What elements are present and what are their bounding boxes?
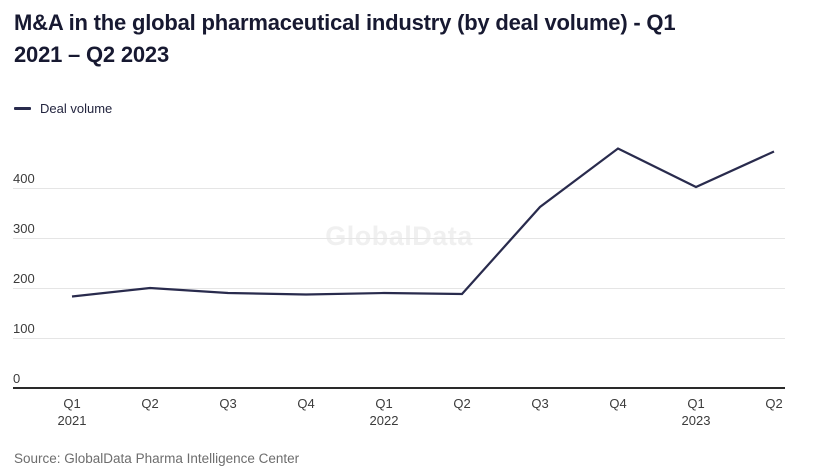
x-tick-label-4: Q1 xyxy=(375,396,393,411)
x-tick-label-0: Q1 xyxy=(63,396,81,411)
deal-volume-series-line xyxy=(71,147,775,298)
gridline-300 xyxy=(13,238,785,239)
y-tick-label-300: 300 xyxy=(13,221,35,236)
x-tick-label-2: Q3 xyxy=(219,396,237,411)
x-year-label-2022: 2022 xyxy=(369,413,399,428)
x-tick-label-9: Q2 xyxy=(765,396,783,411)
gridline-400 xyxy=(13,188,785,189)
x-tick-label-8: Q1 xyxy=(687,396,705,411)
legend-label: Deal volume xyxy=(40,101,113,116)
x-tick-label-5: Q2 xyxy=(453,396,471,411)
watermark: GlobalData xyxy=(325,221,473,251)
x-year-label-2021: 2021 xyxy=(57,413,87,428)
x-tick-label-7: Q4 xyxy=(609,396,627,411)
x-year-label-2023: 2023 xyxy=(681,413,711,428)
x-tick-label-6: Q3 xyxy=(531,396,549,411)
source-note: Source: GlobalData Pharma Intelligence C… xyxy=(14,451,300,466)
y-tick-label-100: 100 xyxy=(13,321,35,336)
legend-line-swatch xyxy=(14,107,31,110)
gridline-100 xyxy=(13,338,785,339)
x-tick-label-1: Q2 xyxy=(141,396,159,411)
chart-title: M&A in the global pharmaceutical industr… xyxy=(14,7,676,71)
y-tick-label-400: 400 xyxy=(13,171,35,186)
chart-title-line2: 2021 – Q2 2023 xyxy=(14,42,170,67)
y-tick-label-200: 200 xyxy=(13,271,35,286)
legend: Deal volume xyxy=(14,101,112,116)
gridline-200 xyxy=(13,288,785,289)
x-tick-label-3: Q4 xyxy=(297,396,315,411)
x-axis-line xyxy=(13,387,785,389)
y-tick-label-0: 0 xyxy=(13,371,21,386)
chart-title-line1: M&A in the global pharmaceutical industr… xyxy=(14,10,676,35)
